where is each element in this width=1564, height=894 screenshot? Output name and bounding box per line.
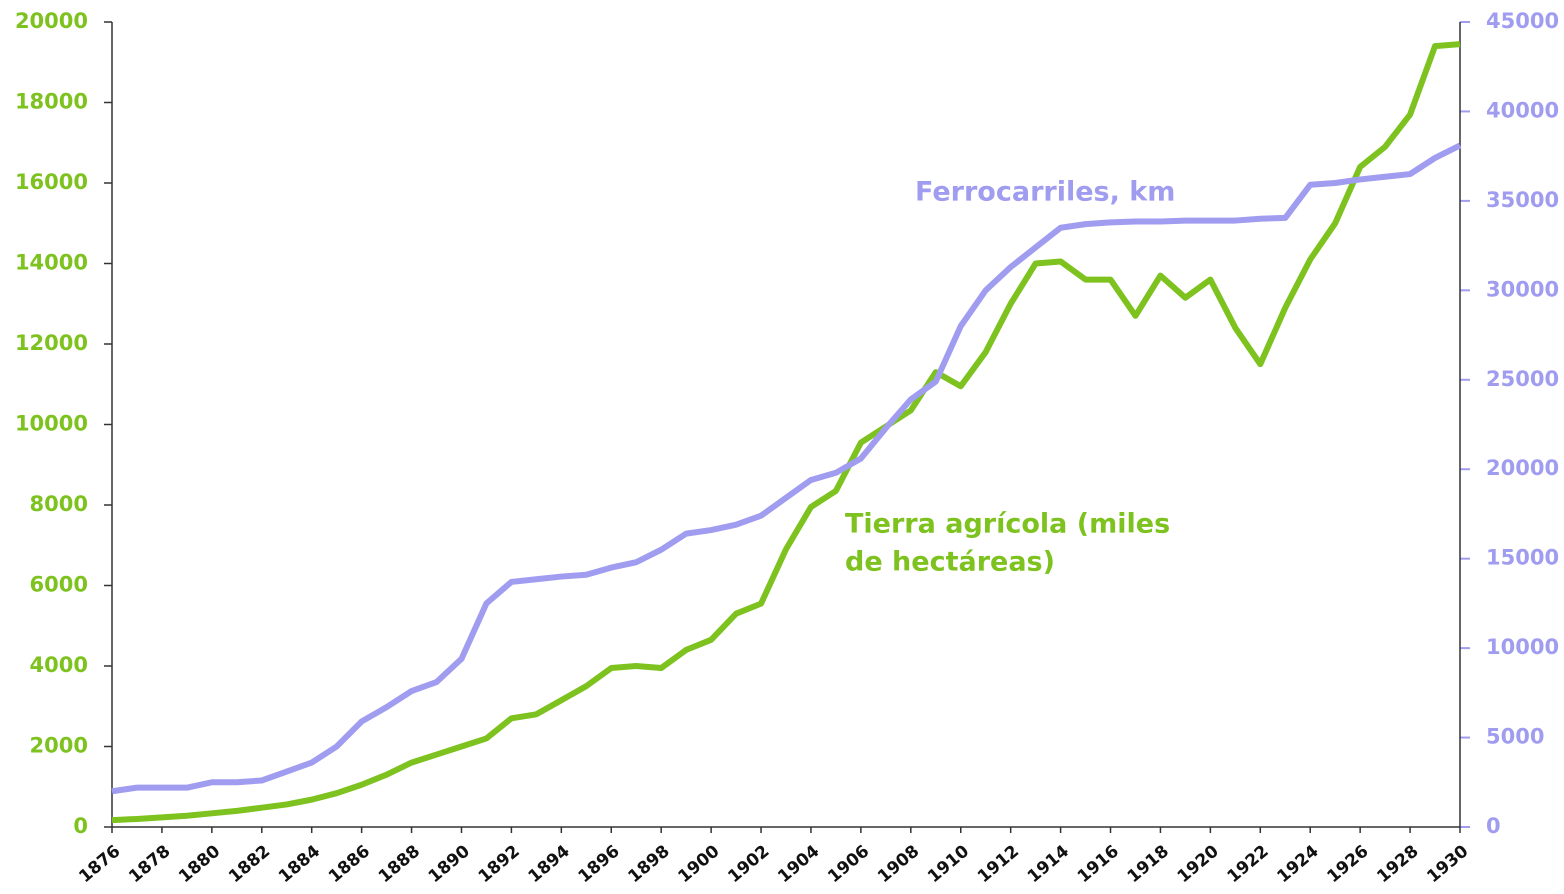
y-tick-label: 12000	[15, 331, 88, 355]
x-tick-label: 1884	[275, 841, 324, 887]
x-tick-label: 1880	[175, 841, 224, 887]
y2-tick-label: 10000	[1486, 635, 1559, 659]
x-tick-label: 1916	[1074, 841, 1123, 887]
x-tick-label: 1918	[1124, 841, 1173, 887]
x-tick-label: 1886	[325, 841, 374, 887]
y-tick-label: 0	[73, 814, 88, 838]
x-tick-label: 1890	[425, 841, 474, 887]
y2-tick-label: 45000	[1486, 9, 1559, 33]
y2-tick-label: 40000	[1486, 98, 1559, 122]
x-tick-label: 1930	[1423, 841, 1472, 887]
series-label: Ferrocarriles, km	[915, 177, 1175, 208]
x-tick-label: 1908	[874, 841, 923, 887]
y2-tick-label: 5000	[1486, 725, 1544, 749]
x-tick-label: 1912	[974, 841, 1023, 887]
y2-tick-label: 30000	[1486, 277, 1559, 301]
x-tick-label: 1924	[1274, 841, 1323, 887]
x-tick-label: 1888	[375, 841, 424, 887]
y-tick-label: 14000	[15, 251, 88, 275]
x-tick-label: 1894	[525, 841, 574, 887]
y2-tick-label: 20000	[1486, 456, 1559, 480]
y-tick-label: 6000	[30, 573, 88, 597]
x-tick-label: 1896	[575, 841, 624, 887]
x-tick-label: 1926	[1323, 841, 1372, 887]
y2-tick-label: 25000	[1486, 367, 1559, 391]
x-tick-label: 1882	[225, 841, 274, 887]
line	[111, 41, 1461, 824]
x-tick-label: 1900	[674, 841, 723, 887]
y-tick-label: 20000	[15, 9, 88, 33]
x-tick-label: 1922	[1224, 841, 1273, 887]
y-tick-label: 8000	[30, 492, 88, 516]
series-label: Tierra agrícola (miles	[845, 509, 1170, 540]
x-tick-label: 1878	[125, 841, 174, 887]
y2-tick-label: 35000	[1486, 188, 1559, 212]
x-tick-label: 1906	[824, 841, 873, 887]
line	[111, 142, 1462, 795]
y2-tick-label: 15000	[1486, 546, 1559, 570]
y-tick-label: 2000	[30, 734, 88, 758]
x-tick-label: 1904	[774, 841, 823, 887]
x-tick-label: 1902	[724, 841, 773, 887]
x-tick-label: 1914	[1024, 841, 1073, 887]
x-tick-label: 1910	[924, 841, 973, 887]
x-tick-label: 1876	[75, 841, 124, 887]
x-tick-label: 1928	[1373, 841, 1422, 887]
x-tick-label: 1892	[475, 841, 524, 887]
x-tick-label: 1920	[1174, 841, 1223, 887]
y-tick-label: 18000	[15, 90, 88, 114]
y-tick-label: 16000	[15, 170, 88, 194]
y-tick-label: 10000	[15, 412, 88, 436]
series-label: de hectáreas)	[845, 547, 1055, 578]
x-tick-label: 1898	[625, 841, 674, 887]
y-tick-label: 4000	[30, 653, 88, 677]
y2-tick-label: 0	[1486, 814, 1501, 838]
